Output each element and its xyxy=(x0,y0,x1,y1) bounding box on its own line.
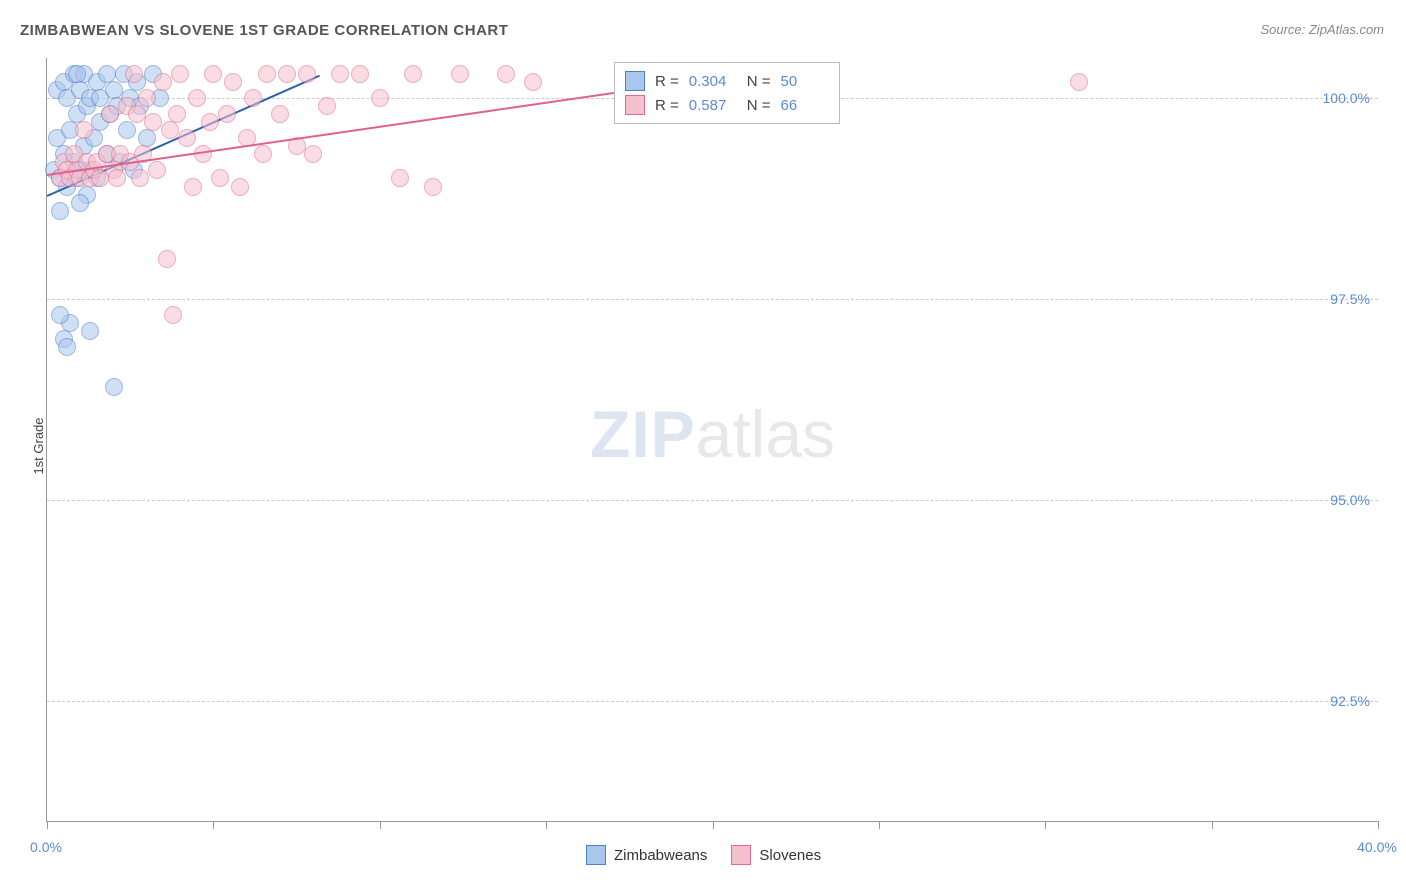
y-tick-label: 100.0% xyxy=(1323,90,1370,106)
data-point xyxy=(224,73,242,91)
data-point xyxy=(271,105,289,123)
stat-n-value: 50 xyxy=(781,73,829,90)
x-tick xyxy=(879,821,880,829)
data-point xyxy=(148,161,166,179)
y-tick-label: 95.0% xyxy=(1330,492,1370,508)
data-point xyxy=(194,145,212,163)
data-point xyxy=(138,89,156,107)
stats-legend: R = 0.304 N = 50 R = 0.587 N = 66 xyxy=(614,62,840,124)
data-point xyxy=(371,89,389,107)
data-point xyxy=(128,105,146,123)
watermark-zip: ZIP xyxy=(590,396,696,470)
x-tick xyxy=(713,821,714,829)
data-point xyxy=(201,113,219,131)
gridline xyxy=(47,299,1378,300)
legend-swatch xyxy=(731,845,751,865)
data-point xyxy=(158,250,176,268)
data-point xyxy=(105,378,123,396)
data-point xyxy=(404,65,422,83)
source-label: Source: ZipAtlas.com xyxy=(1260,22,1384,37)
data-point xyxy=(154,73,172,91)
data-point xyxy=(58,338,76,356)
legend-swatch xyxy=(625,71,645,91)
data-point xyxy=(105,81,123,99)
chart-title: ZIMBABWEAN VS SLOVENE 1ST GRADE CORRELAT… xyxy=(20,22,508,39)
watermark: ZIPatlas xyxy=(590,395,835,471)
data-point xyxy=(497,65,515,83)
stats-row: R = 0.587 N = 66 xyxy=(625,93,829,117)
stat-n-label: N = xyxy=(747,97,771,114)
legend-label: Zimbabweans xyxy=(614,847,707,864)
data-point xyxy=(101,105,119,123)
data-point xyxy=(51,202,69,220)
data-point xyxy=(258,65,276,83)
data-point xyxy=(131,169,149,187)
data-point xyxy=(75,121,93,139)
data-point xyxy=(161,121,179,139)
data-point xyxy=(178,129,196,147)
stats-row: R = 0.304 N = 50 xyxy=(625,69,829,93)
x-tick xyxy=(213,821,214,829)
bottom-legend: Zimbabweans Slovenes xyxy=(586,845,821,865)
data-point xyxy=(168,105,186,123)
scatter-plot: ZIPatlas 92.5% 95.0% 97.5% 100.0% R = 0.304 N … xyxy=(46,58,1378,822)
y-tick-label: 92.5% xyxy=(1330,693,1370,709)
data-point xyxy=(424,178,442,196)
x-tick xyxy=(546,821,547,829)
legend-swatch xyxy=(625,95,645,115)
data-point xyxy=(211,169,229,187)
legend-label: Slovenes xyxy=(759,847,821,864)
y-tick-label: 97.5% xyxy=(1330,291,1370,307)
data-point xyxy=(144,113,162,131)
data-point xyxy=(298,65,316,83)
data-point xyxy=(171,65,189,83)
data-point xyxy=(331,65,349,83)
gridline xyxy=(47,701,1378,702)
legend-item: Zimbabweans xyxy=(586,845,707,865)
stat-r-value: 0.587 xyxy=(689,97,737,114)
data-point xyxy=(81,322,99,340)
data-point xyxy=(71,194,89,212)
data-point xyxy=(204,65,222,83)
stat-n-label: N = xyxy=(747,73,771,90)
data-point xyxy=(524,73,542,91)
x-tick xyxy=(1378,821,1379,829)
stat-r-label: R = xyxy=(655,97,679,114)
x-tick xyxy=(1045,821,1046,829)
stat-n-value: 66 xyxy=(781,97,829,114)
x-tick xyxy=(380,821,381,829)
data-point xyxy=(184,178,202,196)
legend-swatch xyxy=(586,845,606,865)
data-point xyxy=(108,169,126,187)
data-point xyxy=(51,306,69,324)
data-point xyxy=(351,65,369,83)
data-point xyxy=(244,89,262,107)
y-axis-label: 1st Grade xyxy=(31,417,46,474)
gridline xyxy=(47,500,1378,501)
data-point xyxy=(451,65,469,83)
data-point xyxy=(118,121,136,139)
data-point xyxy=(278,65,296,83)
stat-r-value: 0.304 xyxy=(689,73,737,90)
data-point xyxy=(164,306,182,324)
legend-item: Slovenes xyxy=(731,845,821,865)
data-point xyxy=(254,145,272,163)
data-point xyxy=(231,178,249,196)
data-point xyxy=(318,97,336,115)
data-point xyxy=(218,105,236,123)
data-point xyxy=(304,145,322,163)
stat-r-label: R = xyxy=(655,73,679,90)
data-point xyxy=(1070,73,1088,91)
watermark-atlas: atlas xyxy=(696,396,835,470)
x-tick xyxy=(47,821,48,829)
data-point xyxy=(68,65,86,83)
data-point xyxy=(188,89,206,107)
x-tick xyxy=(1212,821,1213,829)
x-tick-label: 0.0% xyxy=(30,839,62,855)
x-tick-label: 40.0% xyxy=(1357,839,1397,855)
data-point xyxy=(391,169,409,187)
data-point xyxy=(125,65,143,83)
